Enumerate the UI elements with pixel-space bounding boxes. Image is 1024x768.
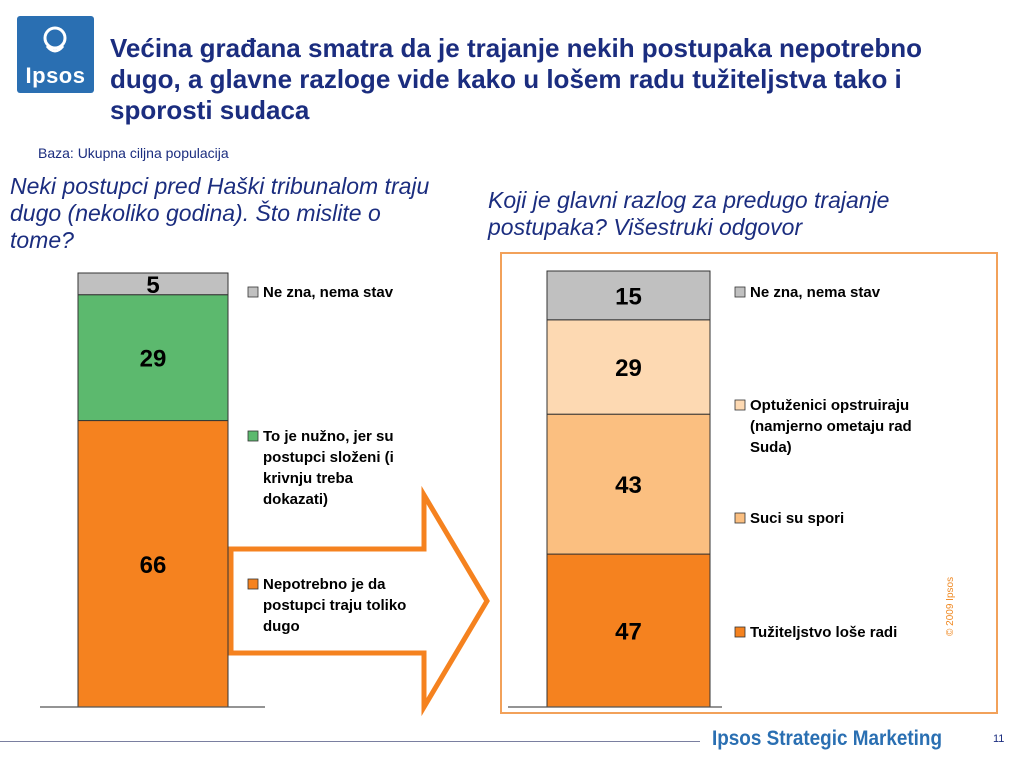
legend-entry: Suda) xyxy=(750,439,792,456)
data-label: 47 xyxy=(615,619,642,646)
bar-segment xyxy=(546,270,711,321)
legend-entry: Nepotrebno je da xyxy=(263,576,386,593)
bar-segment xyxy=(77,272,229,296)
bar-segment xyxy=(77,420,229,708)
bar-segment xyxy=(546,319,711,415)
data-label: 29 xyxy=(615,355,642,382)
legend-swatch xyxy=(734,399,746,411)
legend-entry: postupci složeni (i xyxy=(263,449,394,466)
legend-entry: Tužiteljstvo loše radi xyxy=(750,624,897,641)
arrow-icon xyxy=(228,485,490,717)
page-number: 11 xyxy=(993,733,1005,745)
question-right: Koji je glavni razlog za predugo trajanj… xyxy=(488,187,890,240)
legend-swatch xyxy=(247,578,259,590)
legend-swatch xyxy=(734,626,746,638)
legend-entry: postupci traju toliko xyxy=(263,597,406,614)
legend-entry: (namjerno ometaju rad xyxy=(750,418,912,435)
data-label: 29 xyxy=(140,346,167,373)
page-title: Većina građana smatra da je trajanje nek… xyxy=(110,33,923,125)
question-left: Neki postupci pred Haški tribunalom traj… xyxy=(10,173,430,253)
copyright-note: © 2009 Ipsos xyxy=(945,576,956,636)
legend-entry: Ne zna, nema stav xyxy=(263,284,394,301)
bar-segment xyxy=(546,553,711,708)
ipsos-logo: Ipsos xyxy=(17,16,94,93)
footer-brand: Ipsos Strategic Marketing xyxy=(712,727,943,750)
legend-entry: Ne zna, nema stav xyxy=(750,284,881,301)
right-chart-frame xyxy=(500,252,998,714)
legend-entry: To je nužno, jer su xyxy=(263,428,394,445)
legend-swatch xyxy=(247,430,259,442)
data-label: 15 xyxy=(615,283,642,310)
bar-segment xyxy=(77,294,229,422)
legend-entry: Suci su spori xyxy=(750,510,844,527)
legend-entry: krivnju treba xyxy=(263,470,354,487)
legend-swatch xyxy=(734,512,746,524)
data-label: 66 xyxy=(140,552,167,579)
footer-divider xyxy=(0,741,700,742)
legend-swatch xyxy=(734,286,746,298)
legend-entry: dugo xyxy=(263,618,300,635)
chart-right: 47 Tužiteljstvo loše radi 43 Suci su spori 2… xyxy=(508,270,912,708)
legend-entry: Optuženici opstruiraju xyxy=(750,397,909,414)
data-label: 43 xyxy=(615,472,642,499)
logo-figure-icon xyxy=(43,26,67,53)
base-note: Baza: Ukupna ciljna populacija xyxy=(38,145,229,161)
data-label: 5 xyxy=(146,272,159,299)
legend-swatch xyxy=(247,286,259,298)
logo-text: Ipsos xyxy=(25,63,86,88)
chart-left: 66 Nepotrebno je da postupci traju toliko d… xyxy=(40,272,406,708)
legend-entry: dokazati) xyxy=(263,491,328,508)
